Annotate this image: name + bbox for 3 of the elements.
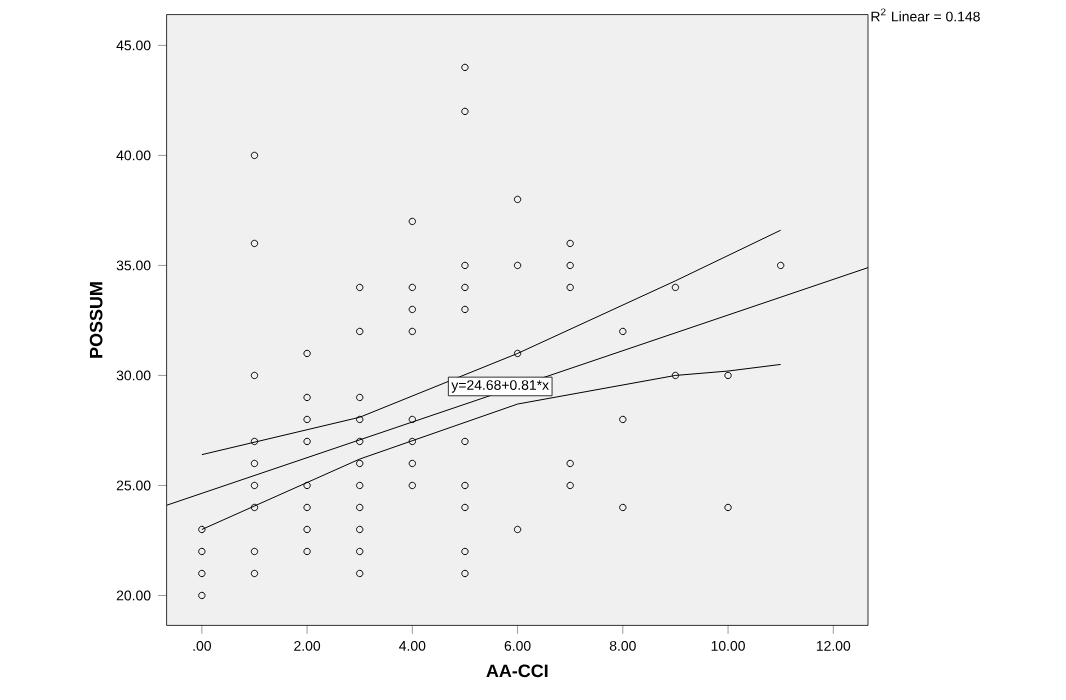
y-axis-title: POSSUM bbox=[89, 282, 103, 358]
line-series bbox=[201, 229, 782, 456]
x-axis-title: AA-CCI bbox=[486, 664, 548, 678]
